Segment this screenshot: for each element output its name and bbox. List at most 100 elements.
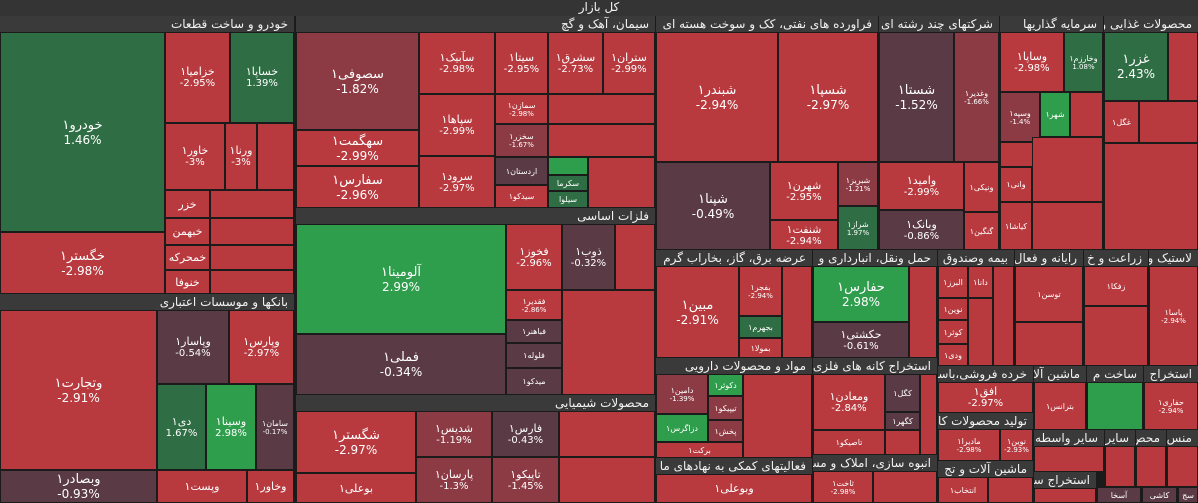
- stock-tile[interactable]: سهگمت۱ -2.99%: [296, 130, 419, 166]
- stock-tile[interactable]: تیپیکو۱: [708, 396, 743, 420]
- stock-tile[interactable]: سصوفی۱ -1.82%: [296, 32, 419, 130]
- stock-tile[interactable]: ودی۱: [938, 344, 968, 366]
- stock-tile[interactable]: ثاخت۱ -2.98%: [813, 471, 873, 503]
- stock-tile[interactable]: کوثر۱: [938, 320, 968, 344]
- sector-header[interactable]: خرده فروشی،باست: [938, 366, 1033, 382]
- stock-tile[interactable]: دکوثر۱: [708, 374, 743, 396]
- stock-tile[interactable]: بجهرم۱: [739, 316, 782, 338]
- stock-tile[interactable]: حفاری۱ -2.94%: [1144, 382, 1198, 430]
- stock-tile[interactable]: [1167, 446, 1198, 487]
- stock-tile[interactable]: گنگین۱: [964, 212, 999, 250]
- stock-tile[interactable]: [1139, 101, 1198, 143]
- sector-header[interactable]: ماشین آلا: [1034, 366, 1086, 382]
- stock-tile[interactable]: شراز۱ 1.97%: [838, 206, 878, 250]
- stock-tile[interactable]: سیتا۱ -2.95%: [495, 32, 548, 94]
- stock-tile[interactable]: توسن۱: [1015, 266, 1083, 322]
- sector-header[interactable]: بیمه وصندوق: [938, 250, 1014, 266]
- sector-header[interactable]: محصولات غذایی و: [1104, 16, 1198, 32]
- stock-tile[interactable]: وپاسار۱ -0.54%: [157, 310, 229, 384]
- stock-tile[interactable]: [1034, 446, 1104, 472]
- stock-tile[interactable]: [588, 157, 655, 208]
- stock-tile[interactable]: سپاها۱ -2.99%: [419, 94, 495, 156]
- stock-tile[interactable]: شدیس۱ -1.19%: [416, 411, 492, 457]
- stock-tile[interactable]: [559, 457, 655, 503]
- stock-tile[interactable]: مبین۱ -2.91%: [656, 266, 739, 358]
- stock-tile[interactable]: شپنا۱ -0.49%: [656, 162, 770, 250]
- stock-tile[interactable]: خزر: [165, 190, 210, 218]
- stock-tile[interactable]: [782, 266, 812, 358]
- stock-tile[interactable]: اردستان۱: [495, 157, 548, 185]
- sector-header[interactable]: انبوه سازی، املاک و مس: [813, 455, 937, 471]
- stock-tile[interactable]: دانا۱: [968, 266, 993, 298]
- stock-tile[interactable]: [1034, 488, 1096, 503]
- stock-tile[interactable]: وتجارت۱ -2.91%: [0, 310, 157, 470]
- sector-header[interactable]: ساخت م: [1087, 366, 1143, 382]
- stock-tile[interactable]: کاشی: [1142, 487, 1177, 503]
- stock-tile[interactable]: خساپا۱ 1.39%: [230, 32, 294, 123]
- stock-tile[interactable]: سمازن۱ -2.98%: [495, 94, 548, 124]
- stock-tile[interactable]: سشرق۱ -2.73%: [548, 32, 603, 94]
- stock-tile[interactable]: وامید۱ -2.99%: [879, 162, 964, 210]
- stock-tile[interactable]: پاسا۱ -2.94%: [1149, 266, 1198, 366]
- stock-tile[interactable]: تاپیکو۱ -1.45%: [492, 457, 559, 503]
- stock-tile[interactable]: [743, 374, 812, 458]
- stock-tile[interactable]: شهرن۱ -2.95%: [770, 162, 838, 220]
- stock-tile[interactable]: وانی۱: [1000, 167, 1032, 202]
- stock-tile[interactable]: سج: [1178, 487, 1198, 503]
- stock-tile[interactable]: دی۱ 1.67%: [157, 384, 206, 470]
- stock-tile[interactable]: سرود۱ -2.97%: [419, 156, 495, 208]
- stock-tile[interactable]: ومعادن۱ -2.84%: [813, 374, 885, 430]
- stock-tile[interactable]: خگستر۱ -2.98%: [0, 232, 165, 294]
- sector-header[interactable]: سایر واسطه: [1034, 430, 1104, 446]
- stock-tile[interactable]: [257, 123, 294, 190]
- stock-tile[interactable]: بترانس۱: [1034, 382, 1086, 430]
- stock-tile[interactable]: وبوعلی۱: [656, 474, 812, 503]
- stock-tile[interactable]: [210, 270, 294, 294]
- sector-header[interactable]: سایر: [1105, 430, 1135, 446]
- sector-header[interactable]: سیمان، آهک و گچ: [296, 16, 655, 32]
- sector-header[interactable]: سرمایه گذاریها: [1000, 16, 1103, 32]
- sector-header[interactable]: تولید محصولات کا: [938, 413, 1033, 429]
- stock-tile[interactable]: نوین۱ -2.93%: [1000, 429, 1033, 461]
- stock-tile[interactable]: خمحرکه: [165, 245, 210, 270]
- stock-tile[interactable]: کگهر۱: [885, 412, 920, 430]
- stock-tile[interactable]: فقدیر۱ -2.86%: [506, 290, 562, 320]
- stock-tile[interactable]: سکرما: [548, 175, 588, 191]
- stock-tile[interactable]: وسینا۱ 2.98%: [206, 384, 256, 470]
- stock-tile[interactable]: وساپا۱ -2.98%: [1000, 32, 1064, 92]
- stock-tile[interactable]: [1084, 306, 1148, 366]
- stock-tile[interactable]: سیلوا: [548, 191, 588, 208]
- stock-tile[interactable]: [1087, 382, 1143, 430]
- sector-header[interactable]: ماشین آلات و تج: [938, 461, 1033, 477]
- stock-tile[interactable]: خزامیا۱ -2.95%: [165, 32, 230, 123]
- treemap-root-title[interactable]: کل بازار: [0, 0, 1198, 16]
- stock-tile[interactable]: [968, 298, 993, 366]
- sector-header[interactable]: فراورده های نفتی، کک و سوخت هسته ای: [656, 16, 878, 32]
- sector-header[interactable]: استخراج سا: [1034, 472, 1096, 488]
- stock-tile[interactable]: [909, 266, 937, 358]
- stock-tile[interactable]: [988, 477, 1033, 503]
- stock-tile[interactable]: مادیرا۱ -2.98%: [938, 429, 1000, 461]
- stock-tile[interactable]: سخزر۱ -1.67%: [495, 124, 548, 157]
- stock-tile[interactable]: شبندر۱ -2.94%: [656, 32, 778, 162]
- sector-header[interactable]: رایانه و فعال: [1015, 250, 1083, 266]
- stock-tile[interactable]: حفارس۱ 2.98%: [813, 266, 909, 322]
- stock-tile[interactable]: غگل۱: [1104, 101, 1139, 143]
- sector-header[interactable]: لاستیک و: [1149, 250, 1198, 266]
- stock-tile[interactable]: خبهمن: [165, 218, 210, 245]
- sector-header[interactable]: حمل ونقل، انبارداری و: [813, 250, 937, 266]
- stock-tile[interactable]: [1015, 322, 1083, 366]
- stock-tile[interactable]: [1070, 92, 1103, 137]
- stock-tile[interactable]: فلوله۱: [506, 343, 562, 368]
- stock-tile[interactable]: [562, 290, 655, 395]
- stock-tile[interactable]: بفجر۱ -2.94%: [739, 266, 782, 316]
- sector-header[interactable]: محصولات شیمیایی: [296, 395, 655, 411]
- sector-header[interactable]: استخراج: [1144, 366, 1198, 382]
- stock-tile[interactable]: حکشتی۱ -0.61%: [813, 322, 909, 358]
- stock-tile[interactable]: کیاشا۱: [1000, 202, 1032, 250]
- stock-tile[interactable]: [920, 374, 937, 455]
- stock-tile[interactable]: سآبیک۱ -2.98%: [419, 32, 495, 94]
- stock-tile[interactable]: شسپا۱ -2.97%: [778, 32, 878, 162]
- stock-tile[interactable]: ورنا۱ -3%: [225, 123, 257, 190]
- stock-tile[interactable]: خنوفا: [165, 270, 210, 294]
